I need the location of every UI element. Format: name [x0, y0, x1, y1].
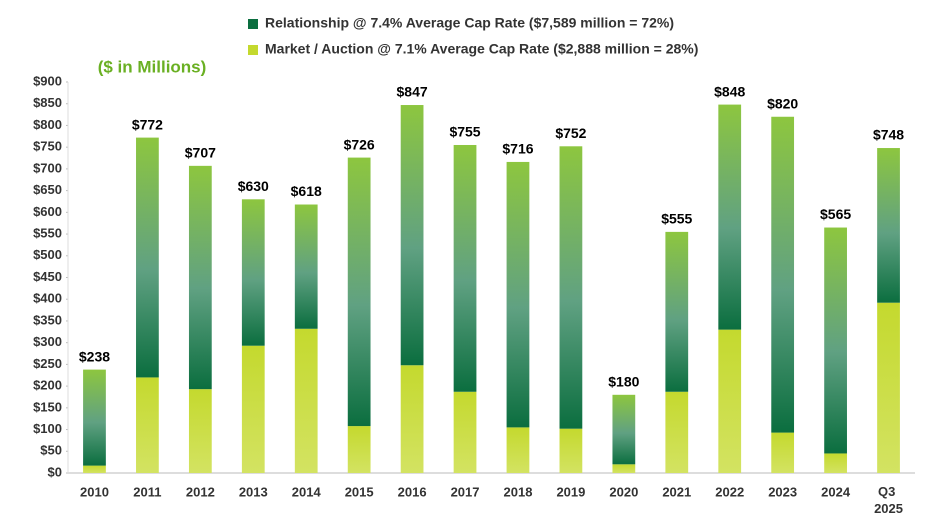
total-label: $848 — [714, 83, 745, 99]
x-tick-label: 2011 — [133, 484, 161, 499]
y-tick-label: $500 — [33, 247, 62, 262]
total-label: $238 — [79, 348, 110, 364]
y-tick-label: $400 — [33, 291, 62, 306]
bar-segment — [506, 161, 530, 428]
x-tick-label: 2016 — [398, 484, 427, 499]
x-tick-label: 2015 — [345, 484, 374, 499]
total-label: $726 — [344, 136, 375, 152]
total-label: $630 — [238, 178, 269, 194]
total-label: $772 — [132, 116, 163, 132]
y-tick-label: $750 — [33, 139, 62, 154]
total-label: $847 — [397, 84, 428, 100]
legend-label: Market / Auction @ 7.1% Average Cap Rate… — [265, 41, 698, 57]
y-tick-label: $900 — [33, 73, 62, 88]
bar-segment — [771, 116, 795, 433]
x-tick-label: 2023 — [768, 484, 797, 499]
legend-swatch — [248, 45, 258, 55]
x-tick-label: 2020 — [609, 484, 638, 499]
bar-segment — [294, 328, 318, 473]
y-tick-label: $550 — [33, 225, 62, 240]
total-label: $555 — [661, 211, 692, 227]
bar-segment — [665, 391, 689, 473]
bar-segment — [824, 227, 847, 454]
y-tick-label: $100 — [33, 421, 62, 436]
bar-segment — [612, 464, 636, 473]
y-tick-label: $300 — [33, 334, 62, 349]
x-tick-label: 2021 — [662, 484, 691, 499]
y-tick-label: $800 — [33, 117, 62, 132]
total-label: $716 — [502, 141, 533, 157]
bar-segment — [136, 137, 159, 378]
x-tick-label: 2019 — [556, 484, 585, 499]
x-tick-label: 2014 — [292, 484, 322, 499]
y-tick-label: $650 — [33, 182, 62, 197]
bar-segment — [294, 204, 318, 329]
bar-segment — [188, 165, 212, 390]
y-tick-label: $200 — [33, 378, 62, 393]
bar-segment — [400, 365, 424, 473]
bar-segment — [559, 146, 583, 429]
total-label: $752 — [555, 125, 586, 141]
x-tick-label: 2024 — [821, 484, 851, 499]
x-tick-label: Q3 2025 — [874, 484, 903, 516]
legend-label: Relationship @ 7.4% Average Cap Rate ($7… — [265, 15, 674, 31]
legend-swatch — [248, 19, 258, 29]
y-tick-label: $600 — [33, 204, 62, 219]
bar-segment — [506, 427, 530, 473]
x-tick-label: 2022 — [715, 484, 744, 499]
y-tick-label: $450 — [33, 269, 62, 284]
x-tick-label: 2013 — [239, 484, 268, 499]
total-label: $180 — [608, 374, 639, 390]
bar-segment — [877, 302, 900, 473]
y-tick-label: $0 — [48, 464, 62, 479]
bar-segment — [877, 148, 900, 303]
bar-segment — [241, 345, 265, 473]
x-tick-label: 2012 — [186, 484, 215, 499]
bar-segment — [824, 453, 847, 473]
bar-segment — [347, 157, 371, 427]
bar-segment — [347, 426, 371, 473]
total-label: $565 — [820, 206, 851, 222]
bar-segment — [453, 144, 477, 392]
bar-segment — [453, 391, 477, 473]
x-tick-label: 2018 — [504, 484, 533, 499]
y-tick-label: $150 — [33, 399, 62, 414]
bar-segment — [718, 104, 742, 330]
bar-segment — [559, 428, 583, 473]
bar-segment — [771, 432, 795, 473]
x-tick-label: 2017 — [451, 484, 480, 499]
total-label: $618 — [291, 183, 322, 199]
total-label: $755 — [449, 124, 480, 140]
total-label: $707 — [185, 145, 216, 161]
bar-segment — [665, 231, 689, 392]
total-label: $820 — [767, 95, 798, 111]
bar-segment — [136, 377, 159, 473]
y-tick-label: $850 — [33, 95, 62, 110]
bar-segment — [241, 199, 265, 346]
y-tick-label: $700 — [33, 160, 62, 175]
bar-segment — [83, 369, 106, 466]
bar-segment — [400, 105, 424, 366]
chart-subtitle: ($ in Millions) — [98, 57, 207, 76]
total-label: $748 — [873, 127, 904, 143]
bar-segment — [718, 329, 742, 473]
y-tick-label: $350 — [33, 312, 62, 327]
y-tick-label: $50 — [40, 443, 62, 458]
x-tick-label: 2010 — [80, 484, 109, 499]
bar-segment — [83, 465, 106, 473]
bar-segment — [612, 394, 636, 465]
y-tick-label: $250 — [33, 356, 62, 371]
bar-segment — [188, 389, 212, 473]
